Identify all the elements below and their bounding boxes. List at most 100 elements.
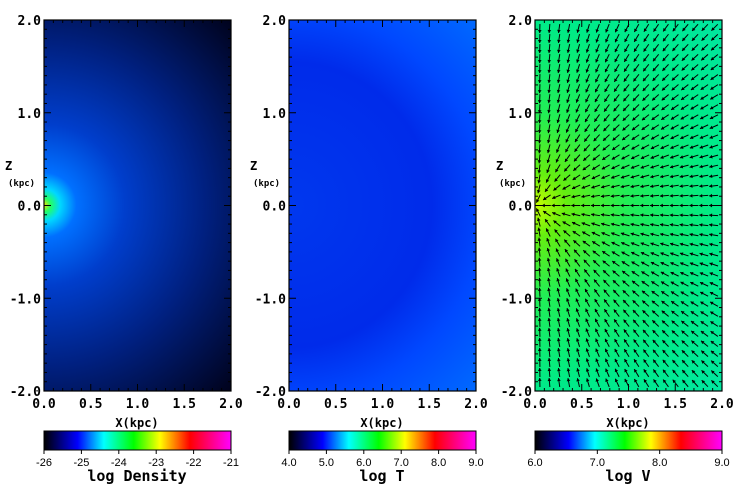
velocity-arrow bbox=[672, 23, 679, 32]
velocity-arrow bbox=[710, 54, 719, 61]
velocity-arrow bbox=[632, 74, 640, 82]
velocity-arrow bbox=[672, 43, 679, 52]
velocity-arrow bbox=[701, 369, 709, 378]
velocity-arrow bbox=[659, 194, 669, 198]
velocity-arrow bbox=[699, 232, 709, 237]
velocity-arrow bbox=[630, 164, 640, 169]
velocity-arrow bbox=[701, 44, 709, 51]
velocity-arrow bbox=[556, 267, 561, 277]
velocity-arrow bbox=[652, 349, 660, 357]
velocity-arrow bbox=[700, 350, 709, 357]
velocity-arrow bbox=[689, 134, 699, 139]
velocity-arrow bbox=[583, 269, 591, 277]
velocity-arrow bbox=[633, 23, 640, 33]
velocity-arrow bbox=[593, 114, 600, 123]
velocity-arrow bbox=[612, 114, 620, 122]
velocity-arrow bbox=[699, 174, 709, 179]
velocity-arrow bbox=[661, 300, 669, 307]
velocity-arrow bbox=[671, 330, 679, 337]
velocity-arrow bbox=[576, 64, 581, 73]
velocity-arrow bbox=[661, 310, 669, 317]
velocity-arrow bbox=[546, 257, 551, 267]
velocity-arrow bbox=[643, 369, 650, 378]
velocity-arrow bbox=[690, 84, 699, 91]
x-tick-label: 1.0 bbox=[126, 397, 150, 412]
velocity-arrow bbox=[547, 34, 552, 44]
velocity-arrow bbox=[622, 104, 630, 112]
velocity-arrow bbox=[650, 134, 660, 140]
velocity-arrow bbox=[537, 377, 542, 387]
velocity-arrow bbox=[710, 74, 719, 81]
velocity-arrow bbox=[640, 164, 650, 169]
velocity-arrow bbox=[640, 194, 650, 198]
velocity-arrow bbox=[689, 232, 699, 237]
velocity-arrow bbox=[700, 330, 709, 337]
velocity-arrow bbox=[669, 203, 679, 208]
velocity-arrow bbox=[613, 328, 620, 337]
velocity-arrow bbox=[601, 164, 610, 170]
velocity-arrow bbox=[651, 104, 660, 111]
velocity-arrow bbox=[700, 320, 709, 327]
velocity-arrow bbox=[620, 203, 630, 208]
velocity-arrow bbox=[554, 229, 561, 237]
velocity-arrow bbox=[592, 250, 601, 257]
velocity-arrow bbox=[593, 124, 600, 132]
velocity-arrow bbox=[709, 164, 719, 169]
velocity-arrow bbox=[581, 203, 591, 208]
velocity-arrow bbox=[679, 262, 689, 267]
colorbar-tick-label: 4.0 bbox=[281, 457, 296, 469]
velocity-arrow bbox=[537, 104, 542, 114]
velocity-arrow bbox=[594, 84, 600, 93]
velocity-arrow bbox=[604, 53, 610, 63]
velocity-arrow bbox=[630, 242, 640, 247]
velocity-arrow bbox=[614, 358, 620, 368]
velocity-arrow bbox=[669, 193, 679, 198]
velocity-arrow bbox=[561, 203, 571, 208]
velocity-arrow bbox=[680, 300, 689, 307]
velocity-arrow bbox=[566, 337, 571, 347]
velocity-arrow bbox=[603, 308, 610, 317]
velocity-arrow bbox=[556, 337, 561, 347]
velocity-arrow bbox=[611, 241, 620, 247]
velocity-arrow bbox=[614, 53, 620, 63]
velocity-arrow bbox=[701, 23, 709, 32]
velocity-arrow bbox=[650, 174, 660, 179]
velocity-arrow bbox=[689, 242, 699, 247]
velocity-arrow bbox=[640, 251, 650, 257]
velocity-arrow bbox=[592, 154, 601, 161]
velocity-arrow bbox=[681, 330, 689, 337]
velocity-arrow bbox=[595, 33, 600, 43]
velocity-arrow bbox=[566, 64, 571, 74]
x-tick-label: 2.0 bbox=[219, 397, 243, 412]
velocity-arrow bbox=[670, 291, 679, 297]
velocity-arrow bbox=[611, 260, 620, 267]
velocity-arrow bbox=[691, 379, 699, 388]
velocity-arrow bbox=[659, 184, 669, 189]
velocity-arrow bbox=[613, 94, 620, 102]
velocity-arrow bbox=[671, 339, 679, 347]
velocity-arrow bbox=[591, 240, 601, 247]
x-axis-label-velocity: X(kpc) bbox=[606, 416, 649, 430]
velocity-arrow bbox=[681, 54, 689, 62]
velocity-arrow bbox=[622, 289, 630, 297]
velocity-arrow bbox=[547, 114, 551, 124]
velocity-arrow bbox=[620, 241, 630, 247]
velocity-arrow bbox=[710, 340, 719, 347]
velocity-arrow bbox=[660, 281, 669, 287]
velocity-arrow bbox=[561, 194, 571, 199]
velocity-arrow bbox=[632, 299, 640, 307]
velocity-arrow bbox=[681, 369, 689, 378]
velocity-arrow bbox=[709, 272, 719, 277]
colorbar-tick-label: -21 bbox=[223, 457, 239, 469]
velocity-arrow bbox=[547, 94, 551, 104]
velocity-arrow bbox=[585, 348, 590, 358]
velocity-arrow bbox=[546, 267, 551, 277]
velocity-arrow bbox=[610, 232, 620, 237]
y-tick-label: 2.0 bbox=[509, 14, 533, 29]
velocity-arrow bbox=[585, 64, 590, 73]
velocity-arrow bbox=[690, 104, 699, 110]
velocity-arrow bbox=[603, 279, 610, 287]
velocity-arrow bbox=[566, 378, 571, 388]
velocity-arrow bbox=[642, 53, 650, 62]
velocity-arrow bbox=[699, 154, 709, 159]
